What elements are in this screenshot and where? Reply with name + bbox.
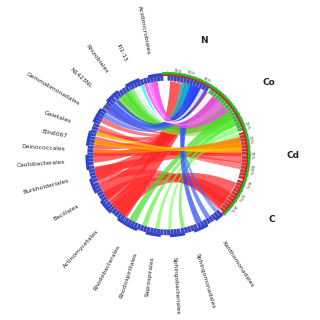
Text: 50%: 50%: [186, 71, 196, 77]
Text: Co: Co: [262, 78, 275, 87]
Polygon shape: [179, 82, 218, 212]
Polygon shape: [127, 79, 145, 91]
Text: Cd: Cd: [287, 150, 300, 160]
Polygon shape: [94, 136, 242, 163]
Text: 75%: 75%: [250, 151, 254, 159]
Polygon shape: [94, 108, 107, 125]
Polygon shape: [87, 145, 94, 155]
Polygon shape: [180, 224, 199, 234]
Polygon shape: [180, 84, 202, 224]
Text: 75%: 75%: [173, 68, 182, 74]
Polygon shape: [179, 121, 236, 228]
Polygon shape: [148, 82, 224, 126]
Polygon shape: [98, 125, 242, 169]
Polygon shape: [137, 86, 213, 124]
Polygon shape: [93, 90, 216, 163]
Polygon shape: [88, 136, 95, 146]
Polygon shape: [124, 218, 139, 229]
Polygon shape: [151, 81, 219, 124]
Polygon shape: [118, 95, 233, 133]
Polygon shape: [125, 90, 223, 128]
Text: C: C: [268, 215, 275, 224]
Polygon shape: [167, 75, 210, 92]
Polygon shape: [96, 132, 242, 153]
Polygon shape: [96, 169, 227, 210]
Polygon shape: [115, 83, 192, 125]
Text: 25%: 25%: [203, 76, 212, 84]
Polygon shape: [93, 137, 241, 153]
Text: Burkholderiales: Burkholderiales: [22, 178, 69, 195]
Polygon shape: [110, 81, 205, 218]
Polygon shape: [94, 137, 242, 177]
Text: Saprospirales: Saprospirales: [145, 256, 156, 297]
Polygon shape: [141, 82, 185, 120]
Polygon shape: [99, 82, 208, 200]
Polygon shape: [92, 182, 109, 204]
Polygon shape: [103, 89, 207, 132]
Text: Actinomycetales: Actinomycetales: [63, 229, 100, 269]
Text: Caulobacterales: Caulobacterales: [17, 160, 66, 168]
Text: III1-15: III1-15: [116, 43, 128, 63]
Text: N: N: [200, 36, 208, 45]
Text: Sphingomonadales: Sphingomonadales: [194, 252, 215, 309]
Text: Rhizobiales: Rhizobiales: [84, 44, 108, 74]
Polygon shape: [149, 228, 164, 235]
Polygon shape: [110, 84, 201, 128]
Polygon shape: [168, 133, 240, 229]
Polygon shape: [163, 228, 181, 235]
Polygon shape: [88, 165, 98, 184]
Polygon shape: [96, 99, 224, 141]
Polygon shape: [113, 85, 130, 101]
Text: Elin6067: Elin6067: [41, 129, 67, 139]
Polygon shape: [108, 108, 232, 135]
Polygon shape: [219, 179, 243, 213]
Polygon shape: [87, 155, 94, 166]
Polygon shape: [131, 88, 218, 125]
Text: N1423NL: N1423NL: [68, 67, 92, 89]
Text: 50%: 50%: [237, 193, 245, 202]
Polygon shape: [238, 155, 248, 180]
Polygon shape: [94, 140, 242, 151]
Text: 25%: 25%: [229, 204, 237, 213]
Polygon shape: [144, 84, 228, 128]
Text: Deinococcales: Deinococcales: [21, 144, 66, 151]
Polygon shape: [142, 119, 236, 227]
Polygon shape: [103, 174, 232, 208]
Polygon shape: [143, 75, 164, 84]
Text: 100%: 100%: [248, 164, 254, 176]
Polygon shape: [111, 173, 236, 216]
Text: 50%: 50%: [248, 136, 253, 145]
Polygon shape: [137, 83, 190, 120]
Polygon shape: [90, 123, 100, 137]
Text: Bacillales: Bacillales: [52, 203, 80, 222]
Polygon shape: [155, 127, 238, 229]
Polygon shape: [106, 86, 204, 130]
Text: Rhodobacterales: Rhodobacterales: [93, 244, 122, 292]
Polygon shape: [100, 106, 228, 137]
Polygon shape: [116, 98, 236, 136]
Polygon shape: [136, 224, 151, 233]
Text: Xanthomonadales: Xanthomonadales: [221, 240, 255, 288]
Text: Sphingobacteriales: Sphingobacteriales: [171, 257, 180, 315]
Text: 75%: 75%: [244, 179, 250, 189]
Polygon shape: [196, 210, 222, 229]
Polygon shape: [208, 88, 244, 132]
Polygon shape: [180, 83, 210, 219]
Polygon shape: [104, 201, 127, 222]
Polygon shape: [93, 94, 220, 149]
Text: 25%: 25%: [244, 121, 250, 131]
Polygon shape: [94, 85, 211, 180]
Polygon shape: [93, 143, 242, 156]
Text: Gemmatimonadales: Gemmatimonadales: [25, 71, 80, 106]
Polygon shape: [129, 111, 234, 222]
Text: Rhodospirillales: Rhodospirillales: [119, 252, 138, 299]
Text: Acidimicrobiales: Acidimicrobiales: [137, 5, 151, 55]
Polygon shape: [134, 88, 204, 122]
Polygon shape: [239, 132, 248, 155]
Text: Galetales: Galetales: [43, 110, 72, 124]
Polygon shape: [120, 92, 230, 131]
Polygon shape: [103, 96, 117, 111]
